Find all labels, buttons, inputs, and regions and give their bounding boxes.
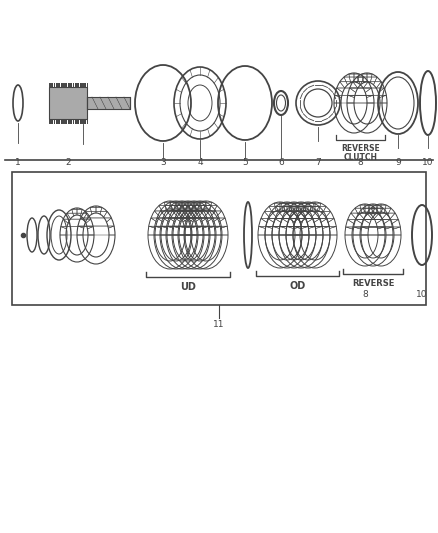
Text: 10: 10 xyxy=(416,290,428,299)
Bar xyxy=(12,172,426,305)
Bar xyxy=(87,97,130,109)
Text: 8: 8 xyxy=(357,158,364,167)
Text: 10: 10 xyxy=(422,158,434,167)
Text: 1: 1 xyxy=(15,158,21,167)
Text: OD: OD xyxy=(290,281,306,291)
Text: 7: 7 xyxy=(315,158,321,167)
Text: 6: 6 xyxy=(278,158,284,167)
Text: 5: 5 xyxy=(242,158,248,167)
Text: 8: 8 xyxy=(362,290,368,299)
Text: 2: 2 xyxy=(65,158,71,167)
Text: CLUTCH: CLUTCH xyxy=(343,153,378,162)
Text: UD: UD xyxy=(180,282,196,292)
Text: 4: 4 xyxy=(197,158,203,167)
Text: REVERSE: REVERSE xyxy=(341,144,380,153)
Text: 3: 3 xyxy=(160,158,166,167)
Text: 11: 11 xyxy=(213,320,225,329)
Text: 9: 9 xyxy=(395,158,401,167)
Text: REVERSE: REVERSE xyxy=(352,279,394,288)
Bar xyxy=(49,87,87,119)
